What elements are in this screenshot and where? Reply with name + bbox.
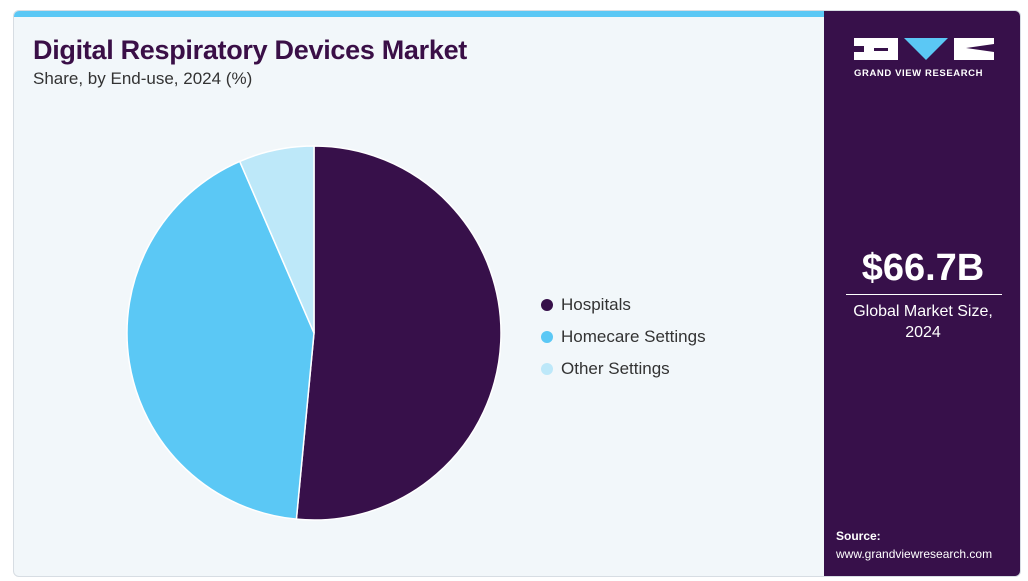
pie-chart — [126, 145, 502, 521]
source-url: www.grandviewresearch.com — [836, 547, 993, 561]
accent-top-bar — [14, 11, 824, 17]
chart-title: Digital Respiratory Devices Market — [33, 35, 467, 65]
pie-slice-other-settings — [238, 145, 315, 334]
pie-slice-homecare-settings — [126, 160, 315, 520]
market-size-label-line1: Global Market Size, — [853, 303, 993, 320]
market-size-label-line2: 2024 — [905, 324, 941, 341]
legend-label: Other Settings — [561, 359, 670, 378]
market-size-divider — [846, 294, 1002, 295]
market-size-sidebar: GRAND VIEW RESEARCH $66.7B Global Market… — [824, 11, 1020, 576]
legend-item: Other Settings — [541, 353, 706, 385]
source-label: Source: — [836, 529, 881, 543]
chart-legend: Hospitals Homecare Settings Other Settings — [541, 289, 706, 385]
legend-item: Homecare Settings — [541, 321, 706, 353]
legend-label: Homecare Settings — [561, 327, 706, 346]
gvr-logo-mark-icon — [854, 38, 994, 60]
market-size-value: $66.7B — [861, 247, 985, 289]
legend-label: Hospitals — [561, 295, 631, 314]
pie-slice-hospitals — [295, 145, 502, 521]
legend-swatch — [541, 299, 553, 311]
chart-panel: Digital Respiratory Devices Market Share… — [14, 11, 824, 576]
grand-view-research-logo: GRAND VIEW RESEARCH — [854, 36, 994, 79]
market-size-label: Global Market Size, 2024 — [824, 301, 1020, 343]
legend-item: Hospitals — [541, 289, 706, 321]
logo-text: GRAND VIEW RESEARCH — [854, 68, 984, 79]
infographic-card: Digital Respiratory Devices Market Share… — [13, 10, 1021, 577]
legend-swatch — [541, 363, 553, 375]
legend-swatch — [541, 331, 553, 343]
chart-subtitle: Share, by End-use, 2024 (%) — [33, 69, 253, 88]
